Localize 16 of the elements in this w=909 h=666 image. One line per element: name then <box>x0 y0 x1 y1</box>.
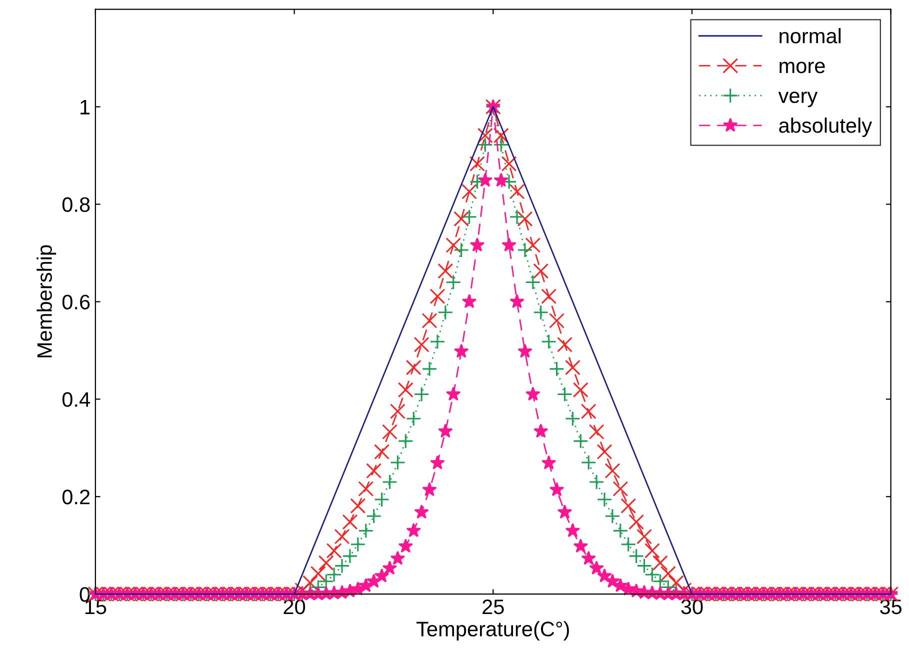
x-tick-label: 20 <box>284 599 306 614</box>
x-tick-label: 25 <box>482 599 504 614</box>
y-tick-label: 0 <box>80 587 90 602</box>
y-tick-label: 0.4 <box>62 392 90 407</box>
y-tick-label: 0.2 <box>62 490 90 504</box>
y-tick-label: 0.8 <box>62 197 90 212</box>
x-tick-label: 30 <box>681 599 703 614</box>
legend-label: normal <box>780 28 841 44</box>
x-tick-label: 35 <box>880 599 902 614</box>
legend-label: more <box>780 62 825 74</box>
y-axis-title: Membership <box>36 245 56 358</box>
y-tick-label: 1 <box>80 100 90 114</box>
legend-label: absolutely <box>779 118 872 138</box>
x-axis-title: Temperature(C°) <box>416 621 569 641</box>
legend-label: very <box>778 92 818 108</box>
y-tick-label: 0.6 <box>62 294 90 310</box>
